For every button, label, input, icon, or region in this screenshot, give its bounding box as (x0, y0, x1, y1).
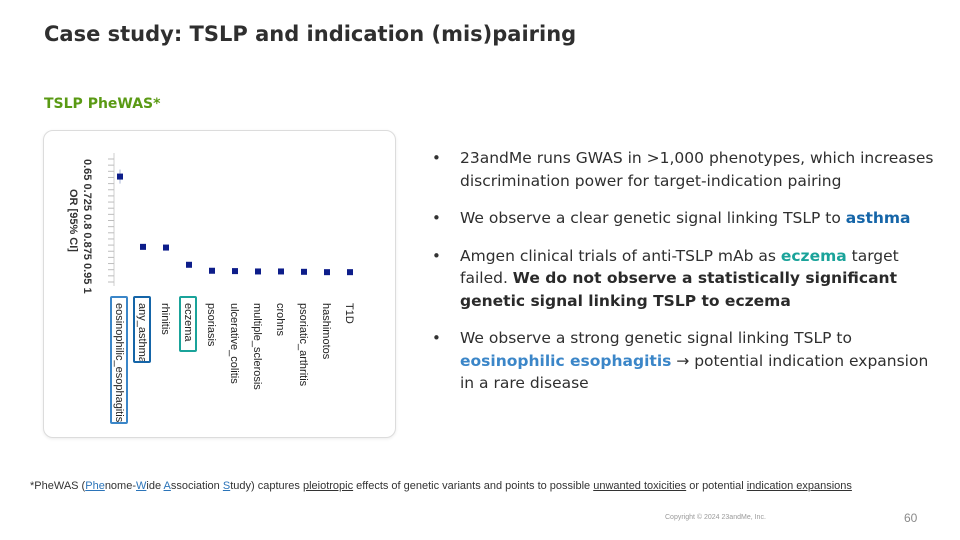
data-point (140, 243, 146, 250)
y-tick-labels: 0.65 0.725 0.8 0.875 0.95 1 (81, 159, 93, 294)
bullet-dot: • (432, 329, 441, 347)
bullet-list: • 23andMe runs GWAS in >1,000 phenotypes,… (430, 147, 945, 410)
footnote-term: A (163, 480, 171, 492)
bullet-text: 23andMe runs GWAS in >1,000 phenotypes, … (460, 149, 934, 190)
category-label: rhinitis (159, 303, 171, 335)
footnote-text: effects of genetic variants and points t… (353, 480, 594, 492)
category-label: eosinophilic_esophagitis (113, 303, 125, 423)
footnote-term: unwanted toxicities (593, 480, 687, 492)
category-label: multiple_sclerosis (251, 303, 263, 390)
category-label: crohns (274, 303, 286, 337)
bullet-highlight-strong: We do not observe a statistically signif… (460, 269, 897, 310)
category-label: psoriasis (205, 303, 217, 347)
bullet-dot: • (432, 149, 441, 167)
highlight-box-eosinophilic-esophagitis (110, 296, 128, 424)
phewas-chart-card: 0.65 0.725 0.8 0.875 0.95 1 OR [95% CI] eo… (43, 130, 396, 438)
bullet-text: We observe a clear genetic signal linkin… (460, 209, 846, 227)
data-point (163, 244, 169, 251)
bullet-text: We observe a strong genetic signal linki… (460, 329, 852, 347)
y-axis-title: OR [95% CI] (67, 189, 79, 252)
category-label: any_asthma (136, 303, 148, 364)
bullet-highlight-asthma: asthma (845, 209, 911, 227)
category-label: ulcerative_colitis (228, 303, 240, 384)
bullet-dot: • (432, 209, 441, 227)
data-point (255, 268, 261, 275)
bullet-item: • 23andMe runs GWAS in >1,000 phenotypes,… (430, 147, 945, 192)
footnote-term: S (222, 480, 231, 492)
data-point (117, 173, 123, 180)
chart-subtitle: TSLP PheWAS* (44, 96, 161, 112)
bullet-text: target failed. (460, 246, 899, 288)
data-point (232, 268, 238, 275)
footnote-text: nome- (104, 480, 136, 492)
footnote-term: pleiotropic (302, 480, 354, 492)
footnote-term: indication expansions (746, 480, 852, 492)
bullet-text: Amgen clinical trials of anti-TSLP mAb a… (460, 246, 781, 265)
highlight-box-any-asthma (133, 296, 151, 363)
bullet-highlight-eoe: eosinophilic esophagitis (460, 351, 672, 370)
bullet-dot: • (432, 246, 441, 265)
phewas-chart: 0.65 0.725 0.8 0.875 0.95 1OR [95% CI] eo… (67, 153, 355, 424)
footnote-text: ssociation (170, 480, 223, 492)
slide-title: Case study: TSLP and indication (mis)pai… (44, 22, 577, 46)
footnote-term: W (136, 480, 147, 492)
bullet-item: • We observe a strong genetic signal link… (430, 327, 945, 395)
data-point (209, 267, 215, 274)
data-point (324, 269, 330, 276)
data-point (186, 261, 192, 268)
category-label: eczema (182, 303, 194, 342)
page-number: 60 (904, 511, 918, 525)
data-point (301, 268, 307, 275)
bullet-text: → potential indication expansion in a ra… (460, 351, 929, 393)
footnote-term: Phe (85, 480, 105, 492)
bullet-highlight-eczema: eczema (780, 246, 847, 265)
footnote-text: tudy) captures (230, 480, 303, 492)
footnote-text: or potential (686, 480, 747, 492)
data-point (278, 268, 284, 275)
footnote: *PheWAS (Phenome-Wide Association Study)… (30, 480, 930, 492)
bullet-item: • Amgen clinical trials of anti-TSLP mAb … (430, 245, 945, 313)
bullet-item: • We observe a clear genetic signal linki… (430, 207, 945, 230)
data-point (347, 269, 353, 276)
category-label: hashimotos (320, 303, 332, 360)
category-label: psoriatic_arthritis (297, 303, 309, 387)
copyright-text: Copyright © 2024 23andMe, Inc. (665, 514, 766, 521)
highlight-box-eczema (179, 296, 197, 352)
footnote-text: *PheWAS ( (30, 480, 86, 492)
footnote-text: ide (146, 480, 164, 492)
category-label: T1D (343, 303, 355, 324)
